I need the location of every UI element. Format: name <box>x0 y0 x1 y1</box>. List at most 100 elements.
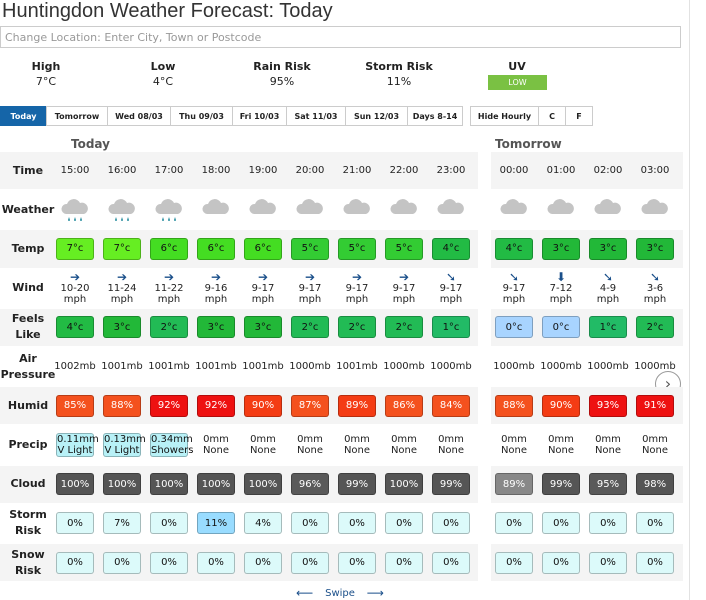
table-cell: 0mm None <box>240 426 286 463</box>
table-cell: 0% <box>585 505 631 542</box>
cell-text: None <box>500 444 528 456</box>
cell-text: 22:00 <box>389 165 419 177</box>
day-tab[interactable]: Days 8-14 <box>407 106 463 126</box>
table-cell: 3°c <box>240 309 286 346</box>
table-cell: 0mm None <box>585 426 631 463</box>
table-cell: 98% <box>632 466 678 503</box>
cell-text: 11% <box>204 517 228 529</box>
cell-text: 7% <box>114 517 130 529</box>
cell-text: 3-6 <box>646 283 664 295</box>
cell-text: 2°c <box>646 321 664 333</box>
day-tab[interactable]: Tomorrow <box>46 106 108 126</box>
option-button[interactable]: C <box>538 106 566 126</box>
cell-text: 99% <box>549 478 573 490</box>
value-box: 100% <box>56 473 94 496</box>
day-tab[interactable]: Sun 12/03 <box>345 106 408 126</box>
divider <box>689 0 690 600</box>
wind-arrow: ➔ <box>257 270 269 285</box>
day-tab[interactable]: Today <box>0 106 47 126</box>
value-box: 7% <box>103 512 141 535</box>
cell-text: 0mm <box>297 433 323 445</box>
cell-text: 3°c <box>552 243 570 255</box>
cell-text: None <box>202 444 230 456</box>
cell-text: mph <box>439 294 463 306</box>
value-box: 3°c <box>542 237 580 260</box>
cell-text: 0% <box>443 557 459 569</box>
cell-text: 98% <box>643 478 667 490</box>
table-cell: 100% <box>52 466 98 503</box>
value-box: 2°c <box>291 316 329 339</box>
table-cell: 7°c <box>52 230 98 267</box>
cell-text: 6°c <box>160 243 178 255</box>
table-cell: 0mm None <box>491 426 537 463</box>
day-tab[interactable]: Wed 08/03 <box>107 106 171 126</box>
cloud-icon <box>641 198 668 214</box>
table-cell: 0mm None <box>428 426 474 463</box>
value-box: 99% <box>542 473 580 496</box>
cell-text: 01:00 <box>546 165 576 177</box>
cell-text: 0% <box>114 557 130 569</box>
table-cell: 0mm None <box>287 426 333 463</box>
cell-text: 5°c <box>348 243 366 255</box>
table-cell: ➔ 9-16 mph <box>193 270 239 307</box>
value-box: 98% <box>636 473 674 496</box>
table-cell: 100% <box>240 466 286 503</box>
cell-text: 3°c <box>207 321 225 333</box>
row-label: Wind <box>12 281 44 295</box>
table-cell: ⬇ 7-12 mph <box>538 270 584 307</box>
cell-text: 2°c <box>160 321 178 333</box>
cell-text: 0.13mm <box>104 433 146 445</box>
row-label: Cloud <box>10 477 46 491</box>
table-cell: 87% <box>287 387 333 424</box>
day-header: Today <box>71 137 110 151</box>
table-cell: 91% <box>632 387 678 424</box>
cell-text: 85% <box>63 400 87 412</box>
value-box: 0% <box>244 551 282 574</box>
summary-label: High <box>31 60 61 73</box>
table-cell: 4% <box>240 505 286 542</box>
table-cell: ➔ 11-22 mph <box>146 270 192 307</box>
value-box: 89% <box>338 394 376 417</box>
table-cell: 90% <box>538 387 584 424</box>
table-cell: 5°c <box>381 230 427 267</box>
cell-text: 7°c <box>66 243 84 255</box>
table-cell <box>334 191 380 228</box>
table-cell: ➔ 9-17 mph <box>240 270 286 307</box>
cloud-icon <box>249 198 276 214</box>
value-box: 92% <box>150 394 188 417</box>
cell-text: 100% <box>201 478 231 490</box>
day-tab[interactable]: Fri 10/03 <box>232 106 287 126</box>
cell-text: 10-20 <box>60 283 90 295</box>
table-cell: 0% <box>334 544 380 581</box>
wind-arrow: ➘ <box>445 270 457 285</box>
table-cell: 0% <box>381 544 427 581</box>
table-cell: 0.34mm Showers <box>146 426 193 463</box>
table-cell: 2°c <box>287 309 333 346</box>
day-tab[interactable]: Sat 11/03 <box>286 106 346 126</box>
row-band <box>0 152 478 190</box>
table-cell: 2°c <box>632 309 678 346</box>
table-cell: 89% <box>334 387 380 424</box>
table-cell: 0°c <box>491 309 537 346</box>
cell-text: None <box>343 444 371 456</box>
cell-text: 1000mb <box>289 361 331 373</box>
cell-text: 100% <box>248 478 278 490</box>
row-label: Air Pressure <box>0 351 56 381</box>
table-cell <box>491 191 537 228</box>
uv-badge: LOW <box>488 75 547 90</box>
option-button[interactable]: Hide Hourly <box>470 106 539 126</box>
table-cell: 22:00 <box>381 152 427 189</box>
table-cell: 1000mb <box>538 348 584 385</box>
cell-text: 0mm <box>344 433 370 445</box>
table-cell: 4°c <box>428 230 474 267</box>
cell-text: 4°c <box>66 321 84 333</box>
option-button[interactable]: F <box>565 106 593 126</box>
table-cell: 99% <box>428 466 474 503</box>
table-cell: 1001mb <box>240 348 286 385</box>
table-cell: 0mm None <box>193 426 239 463</box>
cell-text: 0% <box>396 557 412 569</box>
cell-text: mph <box>298 294 322 306</box>
table-cell: 15:00 <box>52 152 98 189</box>
day-tab[interactable]: Thu 09/03 <box>170 106 233 126</box>
location-search[interactable]: Change Location: Enter City, Town or Pos… <box>0 26 681 48</box>
